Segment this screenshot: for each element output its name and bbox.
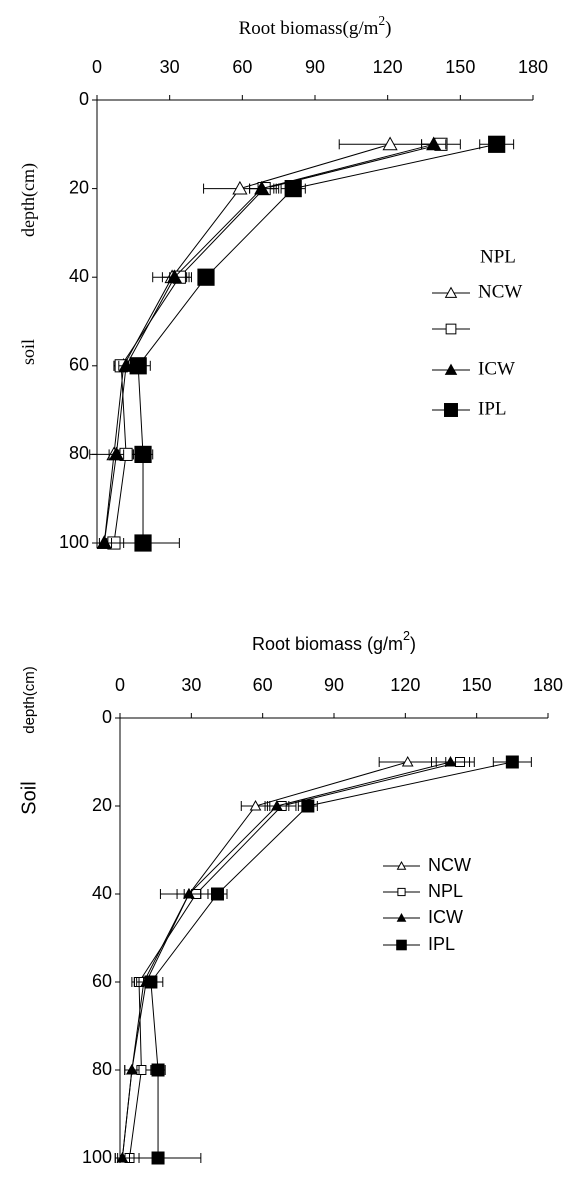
x-label-end: ) (385, 18, 391, 39)
x-tick-label: 60 (253, 675, 273, 695)
marker (197, 268, 215, 286)
legend-entry: ICW (383, 907, 463, 927)
legend-label: IPL (478, 398, 507, 419)
marker (426, 136, 442, 151)
marker (96, 535, 112, 549)
chart: 0 30 60 90 120 150 180 0 20 40 60 80 100 Root biomass… (18, 629, 563, 1166)
x-label-text: Root biomass (g/m (252, 634, 403, 654)
x-label-sup: 2 (403, 629, 410, 643)
x-label-sup: 2 (378, 13, 385, 28)
series-line (137, 143, 497, 543)
legend-label: NCW (428, 855, 471, 875)
y-axis-label: depth(cm) (21, 666, 38, 734)
legend-label: NPL (480, 246, 516, 267)
marker (134, 534, 152, 552)
series-line (129, 761, 461, 1159)
y-tick-label: 80 (69, 443, 89, 463)
x-axis-label: Root biomass (g/m2) (252, 629, 416, 653)
legend-marker (444, 363, 458, 375)
marker (151, 1151, 165, 1165)
y-tick-label: 0 (102, 707, 112, 727)
legend-label: NPL (428, 881, 463, 901)
x-tick-label: 90 (324, 675, 344, 695)
x-tick-label: 180 (518, 57, 548, 77)
x-tick-label: 150 (445, 57, 475, 77)
marker (129, 357, 147, 375)
y-tick-label: 40 (69, 266, 89, 286)
marker (382, 136, 398, 151)
marker (151, 1063, 165, 1077)
legend-label: ICW (428, 907, 463, 927)
y-tick-label: 80 (92, 1059, 112, 1079)
x-tick-label: 120 (390, 675, 420, 695)
marker (301, 799, 315, 813)
x-tick-label: 90 (305, 57, 325, 77)
legend-marker (396, 912, 407, 922)
y-axis-label: soil (18, 339, 38, 365)
legend-label: IPL (428, 934, 455, 954)
legend-marker (396, 939, 407, 951)
x-tick-label: 150 (462, 675, 492, 695)
x-axis-label: Root biomass(g/m2) (239, 13, 392, 39)
x-label-end: ) (410, 634, 416, 654)
series-line (121, 761, 408, 1159)
marker (271, 799, 283, 811)
marker (210, 887, 224, 901)
series-line (121, 761, 451, 1159)
y-tick-label: 20 (92, 795, 112, 815)
legend-entry: NPL (432, 246, 516, 335)
marker (249, 799, 262, 811)
legend-marker (397, 887, 406, 897)
x-tick-label: 0 (92, 57, 102, 77)
marker (284, 180, 302, 198)
marker (166, 269, 183, 284)
legend-entry: IPL (432, 398, 507, 419)
marker (144, 975, 158, 989)
legend-entry: NCW (383, 855, 471, 875)
marker (183, 887, 195, 899)
legend-entry: NCW (432, 281, 522, 302)
y-tick-label: 100 (59, 532, 89, 552)
x-label-text: Root biomass(g/m (239, 18, 379, 39)
y-tick-label: 40 (92, 883, 112, 903)
y-tick-label: 100 (82, 1147, 112, 1167)
y-tick-label: 60 (92, 971, 112, 991)
series-line (103, 143, 434, 544)
legend-marker (445, 323, 457, 335)
x-tick-label: 0 (115, 675, 125, 695)
legend-label: NCW (478, 281, 522, 302)
x-tick-label: 60 (232, 57, 252, 77)
legend-entry: ICW (432, 358, 515, 379)
series-line (150, 761, 513, 1158)
marker (134, 445, 152, 463)
series-line (103, 143, 391, 544)
x-tick-label: 30 (160, 57, 180, 77)
legend-marker (396, 860, 407, 870)
legend-marker (444, 403, 458, 417)
y-axis-label: Soil (18, 781, 40, 814)
x-tick-label: 120 (373, 57, 403, 77)
marker (254, 180, 270, 195)
marker (126, 1063, 138, 1075)
legend-marker (444, 286, 458, 298)
marker (505, 755, 519, 769)
legend-entry: NPL (383, 881, 463, 901)
legend-label: ICW (478, 358, 515, 379)
chart: 0 30 60 90 120 150 180 0 20 40 60 80 100 Root biomass… (18, 13, 548, 552)
legend-entry: IPL (383, 934, 455, 954)
x-tick-label: 180 (533, 675, 563, 695)
x-tick-label: 30 (181, 675, 201, 695)
y-tick-label: 60 (69, 355, 89, 375)
y-tick-label: 20 (69, 177, 89, 197)
y-tick-label: 0 (79, 89, 89, 109)
marker (488, 135, 506, 153)
marker (444, 755, 457, 767)
marker (232, 180, 248, 195)
marker (108, 446, 124, 461)
marker (401, 755, 414, 767)
y-axis-label: depth(cm) (18, 163, 39, 237)
